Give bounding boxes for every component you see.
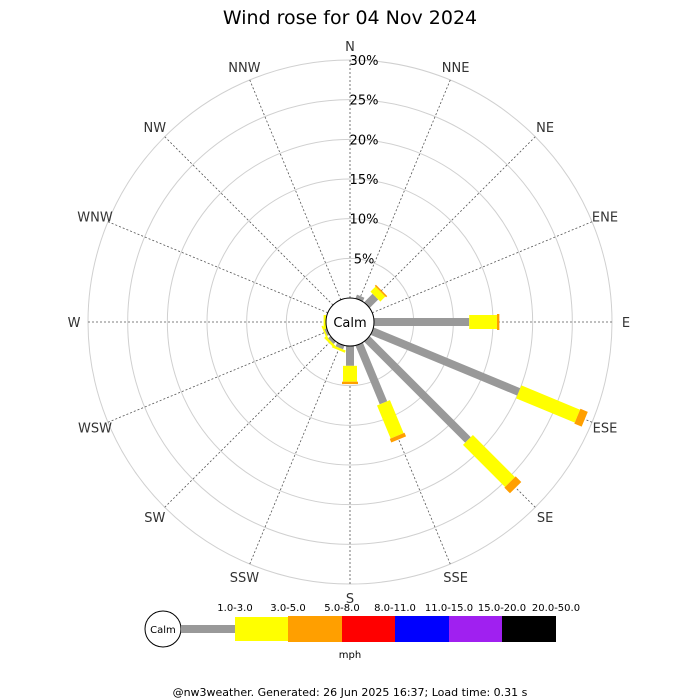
direction-label-wsw: WSW <box>78 422 112 437</box>
bar-sw-3.0-5.0 <box>324 336 336 348</box>
spoke-nne <box>349 79 451 323</box>
bar-sse-3.0-5.0 <box>377 400 404 439</box>
direction-label-sse: SSE <box>443 571 468 586</box>
percent-label-15: 15% <box>350 173 379 188</box>
spoke-nnw <box>249 79 351 323</box>
bar-ssw-3.0-5.0 <box>331 345 346 353</box>
direction-label-n: N <box>345 40 355 55</box>
legend-label-15.0-20.0: 15.0-20.0 <box>478 603 526 614</box>
bar-ssw-1.0-3.0 <box>335 342 345 350</box>
direction-label-nnw: NNW <box>228 61 260 76</box>
calm-circle: Calm <box>325 297 375 347</box>
bar-ese-3.0-5.0 <box>516 385 581 423</box>
wind-bars <box>321 284 588 494</box>
legend-label-5.0-8.0: 5.0-8.0 <box>324 603 359 614</box>
spoke-wsw <box>107 321 351 423</box>
direction-label-se: SE <box>537 511 553 526</box>
bar-sw-1.0-3.0 <box>327 336 336 345</box>
legend-swatch-5.0-8.0 <box>288 616 342 642</box>
spoke-wnw <box>107 221 351 323</box>
legend-label-11.0-15.0: 11.0-15.0 <box>425 603 473 614</box>
percent-label-5: 5% <box>354 252 375 267</box>
legend-label-1.0-3.0: 1.0-3.0 <box>217 603 252 614</box>
direction-label-ssw: SSW <box>230 571 260 586</box>
bar-ese-1.0-3.0 <box>370 327 521 396</box>
bar-se-3.0-5.0 <box>462 434 515 487</box>
percent-labels: 5% 10% 15% 20% 25% 30% <box>350 54 379 267</box>
direction-label-nw: NW <box>144 121 167 136</box>
direction-label-sw: SW <box>144 511 165 526</box>
legend-calm-label: Calm <box>150 625 176 636</box>
chart-title: Wind rose for 04 Nov 2024 <box>223 7 477 29</box>
ring-20 <box>166 138 534 506</box>
direction-labels: N NNE NE ENE E ESE SE SSE S SSW SW WSW W WNW NW NNW <box>68 40 631 607</box>
direction-label-e: E <box>622 316 630 331</box>
percent-label-25: 25% <box>350 94 379 109</box>
bar-nne-1.0-3.0 <box>355 294 365 302</box>
footer-text: @nw3weather. Generated: 26 Jun 2025 16:3… <box>173 686 528 699</box>
direction-label-ene: ENE <box>592 210 618 225</box>
bar-ese-5.0-8.0 <box>574 408 588 427</box>
bar-ne-3.0-5.0 <box>370 286 386 302</box>
spoke-ssw <box>249 321 351 565</box>
legend-swatch-3.0-5.0 <box>235 617 288 641</box>
spoke-ene <box>349 221 593 323</box>
speed-legend: Calm 1.0-3.0 3.0-5.0 5.0-8.0 8.0-11.0 11.0-15… <box>144 603 580 661</box>
legend-unit-label: mph <box>339 650 361 661</box>
legend-label-8.0-11.0: 8.0-11.0 <box>374 603 416 614</box>
legend-swatch-20.0-50.0 <box>502 616 556 642</box>
direction-label-ne: NE <box>536 121 554 136</box>
direction-label-s: S <box>346 592 354 607</box>
legend-label-3.0-5.0: 3.0-5.0 <box>270 603 305 614</box>
direction-label-w: W <box>68 316 81 331</box>
percent-label-20: 20% <box>350 133 379 148</box>
legend-swatch-11.0-15.0 <box>395 616 449 642</box>
direction-label-nne: NNE <box>442 61 470 76</box>
legend-swatch-15.0-20.0 <box>449 616 502 642</box>
direction-label-wnw: WNW <box>77 210 113 225</box>
bar-se-1.0-3.0 <box>364 336 471 443</box>
ring-25 <box>127 99 573 545</box>
legend-label-20.0-50.0: 20.0-50.0 <box>532 603 580 614</box>
percent-label-30: 30% <box>350 54 379 69</box>
legend-swatch-8.0-11.0 <box>342 616 395 642</box>
bar-ne-1.0-3.0 <box>364 293 379 308</box>
bar-sse-1.0-3.0 <box>355 342 388 405</box>
bar-se-5.0-8.0 <box>504 476 522 494</box>
bar-sse-5.0-8.0 <box>389 432 407 443</box>
bar-wsw-3.0-5.0 <box>321 325 329 340</box>
legend-swatch-1.0-3.0 <box>181 625 235 633</box>
direction-label-ese: ESE <box>593 422 618 437</box>
bar-ne-5.0-8.0 <box>374 284 388 298</box>
calm-label: Calm <box>333 316 366 331</box>
percent-label-10: 10% <box>350 213 379 228</box>
